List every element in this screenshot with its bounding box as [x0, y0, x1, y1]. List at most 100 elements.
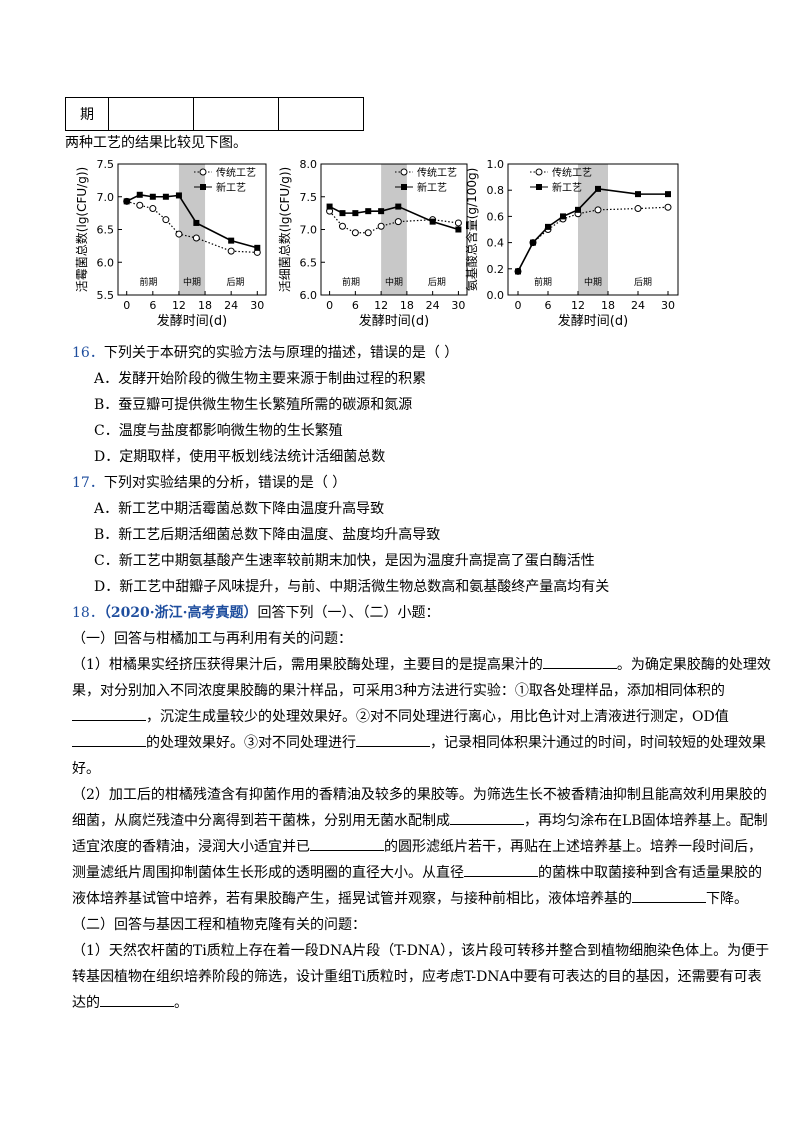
legend-marker [199, 168, 207, 176]
y-tick-label: 7.5 [300, 191, 318, 204]
phase-label: 前期 [139, 276, 157, 288]
x-axis-label: 发酵时间(d) [558, 313, 628, 329]
data-point [560, 213, 566, 220]
text: 的处理效果好。③对不同处理进行 [146, 735, 356, 751]
data-point [149, 205, 157, 213]
question-text: 下列关于本研究的实验方法与原理的描述，错误的是（ ） [103, 345, 459, 361]
x-tick-label: 12 [374, 299, 388, 312]
text: 。 [174, 995, 188, 1011]
text: 下降。 [706, 891, 748, 907]
data-point [351, 229, 359, 237]
x-tick-label: 0 [515, 299, 522, 312]
x-tick-label: 30 [250, 299, 264, 312]
phase-label: 中期 [183, 276, 201, 288]
y-tick-label: 0.6 [487, 210, 505, 223]
data-point [455, 226, 462, 233]
y-tick-label: 6.0 [300, 289, 318, 302]
legend-marker [400, 168, 408, 176]
option: D．定期取样，使用平板划线法统计活细菌总数 [94, 449, 386, 465]
legend-marker [401, 184, 407, 190]
data-point [123, 198, 130, 205]
question-text: 回答下列（一）、（二）小题： [257, 605, 440, 621]
x-tick-label: 12 [571, 299, 585, 312]
text: 。为确定果胶酶的处理效果，对分别加入不同浓度果胶酶的果汁样品，可采用3种方法进行… [72, 657, 771, 699]
question-number: 16． [72, 345, 104, 361]
phase-label: 中期 [385, 276, 403, 288]
y-tick-label: 6.5 [300, 256, 318, 269]
option: C．温度与盐度都影响微生物的生长繁殖 [94, 423, 343, 439]
x-tick-label: 24 [224, 299, 238, 312]
data-point [634, 205, 642, 213]
charts: 5.5 6.0 6.5 7.0 7.5 0 6 12 18 24 30 发酵时间(d) 活霉菌总数(lg… [74, 158, 679, 329]
table-cell [278, 97, 364, 131]
y-tick-label: 8.0 [300, 158, 318, 171]
data-point [162, 193, 169, 200]
x-tick-label: 24 [631, 299, 645, 312]
option: D．新工艺中甜瓣子风味提升，与前、中期活微生物总数高和氨基酸终产量高均有关 [94, 579, 610, 595]
text: （1）天然农杆菌的Ti质粒上存在着一段DNA片段（T-DNA），该片段可转移并整… [72, 943, 770, 1011]
intro: 两种工艺的结果比较见下图。 [65, 135, 247, 151]
y-tick-label: 7.0 [300, 224, 318, 237]
legend-label: 新工艺 [216, 181, 246, 194]
table-cell [193, 97, 279, 131]
table: 期 [65, 97, 364, 131]
y-tick-label: 1.0 [487, 158, 505, 171]
y-tick-label: 6.5 [97, 224, 115, 237]
x-tick-label: 24 [426, 299, 440, 312]
data-point [545, 223, 551, 230]
data-point [136, 201, 144, 209]
phase-band [381, 164, 407, 295]
data-point [429, 218, 436, 225]
phase-label: 前期 [534, 276, 552, 288]
chart: 6.0 6.5 7.0 7.5 8.0 0 6 12 18 24 30 发酵时间(d) 活细菌总数(lg… [277, 158, 468, 329]
y-axis-label: 氨基酸总含量(g/100g) [464, 168, 479, 292]
text: （一）回答与柑橘加工与再利用有关的问题： [72, 631, 352, 647]
y-tick-label: 0.4 [487, 237, 505, 250]
x-tick-label: 0 [123, 299, 130, 312]
x-tick-label: 18 [198, 299, 212, 312]
data-point [364, 229, 372, 237]
text: （1）柑橘果实经挤压获得果汁后，需用果胶酶处理，主要目的是提高果汁的 [72, 657, 543, 673]
phase-label: 前期 [342, 276, 360, 288]
data-point [377, 222, 385, 230]
data-point [530, 239, 536, 246]
x-tick-label: 6 [352, 299, 359, 312]
y-axis-label: 活霉菌总数(lg(CFU/g)) [74, 167, 89, 292]
data-point [365, 208, 372, 215]
chart: 5.5 6.0 6.5 7.0 7.5 0 6 12 18 24 30 发酵时间(d) 活霉菌总数(lg… [74, 158, 267, 329]
phase-label: 后期 [227, 277, 245, 288]
answer-blank [72, 732, 146, 747]
x-tick-label: 6 [545, 299, 552, 312]
table-row: 期 [65, 97, 364, 131]
data-point [665, 191, 671, 198]
text: ，记录相同体积果汁通过的时间，时间较短的处理效果好。 [72, 735, 766, 777]
data-point [149, 193, 156, 200]
y-tick-label: 0.0 [487, 289, 505, 302]
legend-label: 传统工艺 [552, 166, 592, 179]
option: B．新工艺后期活细菌总数下降由温度、盐度均升高导致 [94, 527, 441, 543]
table-cell: 期 [65, 97, 109, 131]
phase-label: 中期 [584, 276, 602, 288]
paragraph: （一）回答与柑橘加工与再利用有关的问题： [72, 626, 772, 652]
text: （2）加工后的柑橘残渣含有抑菌作用的香精油及较多的果胶等。为筛选生长不被香精油抑… [72, 787, 767, 829]
data-point [228, 237, 235, 244]
data-point [594, 206, 602, 214]
y-tick-label: 5.5 [97, 289, 115, 302]
chart: 0.0 0.2 0.4 0.6 0.8 1.0 0 6 12 18 24 30 发酵时间(d) 氨基酸总含… [464, 158, 679, 329]
legend-marker [200, 184, 206, 190]
x-tick-label: 0 [326, 299, 333, 312]
answer-blank [450, 810, 524, 825]
x-axis-label: 发酵时间(d) [359, 313, 429, 329]
data-point [193, 219, 200, 226]
data-point [515, 268, 521, 275]
legend-label: 新工艺 [417, 181, 447, 194]
series-line [126, 200, 258, 254]
data-point [162, 216, 170, 224]
y-tick-label: 7.0 [97, 191, 115, 204]
phase-band [178, 164, 206, 295]
y-tick-label: 0.8 [487, 184, 505, 197]
text: 的菌株中取菌接种到含有适量果胶的液体培养基试管中培养，若有果胶酶产生，摇晃试管并… [72, 865, 762, 907]
answer-blank [632, 888, 706, 903]
data-point [136, 191, 143, 198]
answer-blank [356, 732, 430, 747]
